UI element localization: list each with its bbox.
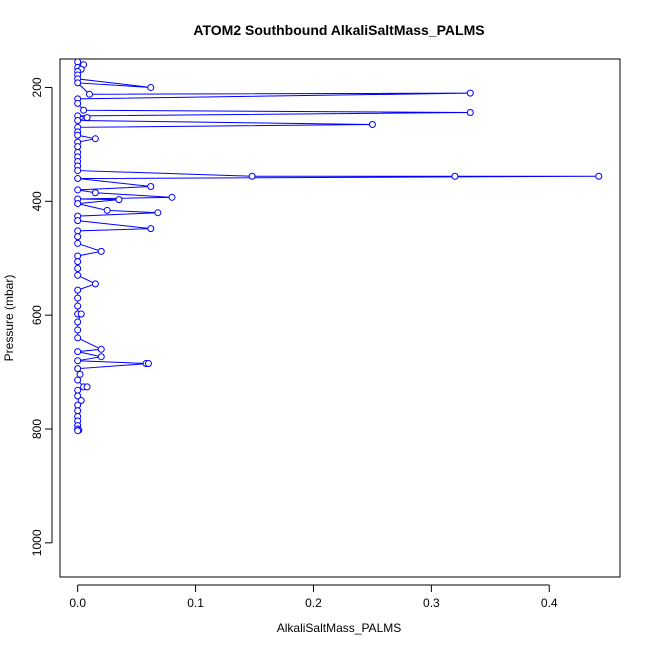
- x-axis-label: AlkaliSaltMass_PALMS: [277, 621, 402, 635]
- data-point: [147, 225, 155, 233]
- data-point: [74, 186, 82, 194]
- data-point: [74, 143, 82, 151]
- data-point: [74, 239, 82, 247]
- y-axis-label: Pressure (mbar): [2, 275, 16, 362]
- data-point: [91, 189, 99, 197]
- data-point: [83, 114, 91, 122]
- data-point: [80, 106, 88, 114]
- data-point: [74, 131, 82, 139]
- data-point: [368, 120, 376, 128]
- x-tick-label: 0.1: [187, 596, 204, 610]
- data-point: [74, 227, 82, 235]
- data-point: [74, 175, 82, 183]
- y-axis: 200 400 600 800 1000: [30, 77, 53, 556]
- data-point: [97, 345, 105, 353]
- data-point: [74, 286, 82, 294]
- data-point: [85, 90, 93, 98]
- data-point: [74, 217, 82, 225]
- data-point: [74, 252, 82, 260]
- data-point: [97, 247, 105, 255]
- data-point: [595, 172, 603, 180]
- data-point: [74, 302, 82, 310]
- data-point: [91, 135, 99, 143]
- data-point: [74, 258, 82, 266]
- data-point: [74, 376, 82, 384]
- data-point: [74, 264, 82, 272]
- y-tick-label: 1000: [30, 529, 44, 556]
- data-point: [91, 280, 99, 288]
- data-point: [115, 196, 123, 204]
- data-point: [74, 59, 82, 66]
- data-point: [74, 99, 82, 107]
- plot-area: [74, 59, 603, 435]
- y-tick-label: 400: [30, 191, 44, 211]
- data-point: [466, 89, 474, 97]
- data-point: [74, 116, 82, 124]
- data-point: [74, 167, 82, 175]
- data-point: [74, 233, 82, 241]
- plot-frame: [59, 58, 621, 578]
- x-tick-label: 0.2: [305, 596, 322, 610]
- data-point: [103, 206, 111, 214]
- series-layer: [74, 59, 603, 435]
- data-point: [74, 200, 82, 208]
- data-point: [168, 193, 176, 201]
- x-axis: 0.0 0.1 0.2 0.3 0.4: [69, 584, 558, 610]
- chart-title: ATOM2 Southbound AlkaliSaltMass_PALMS: [193, 22, 484, 38]
- data-point: [77, 397, 85, 405]
- data-point: [74, 392, 82, 400]
- data-point: [74, 294, 82, 302]
- data-point: [466, 109, 474, 117]
- y-tick-label: 800: [30, 419, 44, 439]
- data-point: [451, 172, 459, 180]
- data-point: [74, 407, 82, 415]
- series-line: [76, 61, 599, 432]
- data-point: [74, 318, 82, 326]
- data-point: [74, 326, 82, 334]
- y-tick-label: 600: [30, 305, 44, 325]
- data-point: [74, 365, 82, 373]
- x-tick-label: 0.0: [69, 596, 86, 610]
- data-point: [74, 401, 82, 409]
- data-point: [147, 183, 155, 191]
- data-point: [74, 386, 82, 394]
- data-point: [74, 334, 82, 342]
- data-point: [74, 79, 82, 87]
- y-tick-label: 200: [30, 77, 44, 97]
- data-point: [147, 83, 155, 91]
- data-point: [74, 357, 82, 365]
- data-point: [74, 348, 82, 356]
- data-point: [144, 360, 152, 368]
- data-point: [74, 271, 82, 279]
- data-point: [76, 370, 84, 378]
- x-tick-label: 0.4: [541, 596, 558, 610]
- data-point: [77, 310, 85, 318]
- data-point: [248, 172, 256, 180]
- data-point: [97, 353, 105, 361]
- x-tick-label: 0.3: [423, 596, 440, 610]
- data-point: [154, 209, 162, 217]
- data-point: [74, 427, 82, 435]
- data-point: [83, 383, 91, 391]
